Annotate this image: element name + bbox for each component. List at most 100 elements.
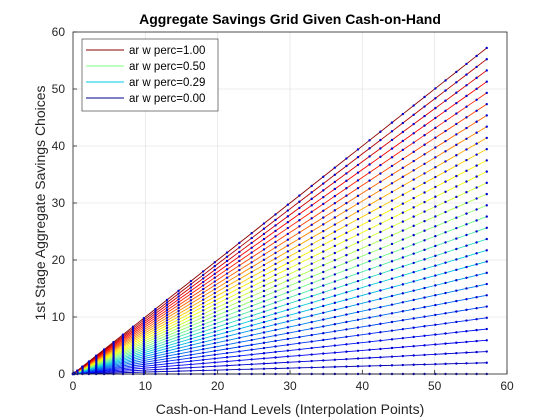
series-point	[345, 358, 347, 360]
series-point	[391, 147, 393, 149]
y-tick-label: 30	[52, 196, 66, 210]
series-point	[368, 284, 370, 286]
series-point	[379, 273, 381, 275]
series-point	[345, 165, 347, 167]
series-point	[226, 289, 228, 291]
series-point	[166, 357, 168, 359]
series-point	[368, 204, 370, 206]
series-point	[486, 103, 488, 105]
series-point	[322, 210, 324, 212]
series-point	[214, 311, 216, 313]
legend-label-1: ar w perc=1.00	[129, 45, 205, 57]
series-point	[455, 321, 457, 323]
series-point	[486, 204, 488, 206]
series-point	[226, 352, 228, 354]
series-point	[434, 255, 436, 257]
series-point	[357, 280, 359, 282]
series-point	[190, 283, 192, 285]
series-point	[423, 153, 425, 155]
series-point	[322, 291, 324, 293]
series-point	[287, 320, 289, 322]
series-point	[391, 295, 393, 297]
series-point	[486, 328, 488, 330]
series-point	[263, 331, 265, 333]
series-point	[322, 264, 324, 266]
series-point	[334, 366, 336, 368]
series-point	[287, 209, 289, 211]
series-point	[311, 256, 313, 258]
series-point	[345, 299, 347, 301]
series-point	[412, 151, 414, 153]
series-point	[263, 305, 265, 307]
series-point	[226, 323, 228, 325]
series-point	[434, 146, 436, 148]
series-point	[154, 355, 156, 357]
series-point	[298, 194, 300, 196]
series-point	[434, 87, 436, 89]
series-point	[177, 307, 179, 309]
series-point	[345, 217, 347, 219]
series-point	[434, 284, 436, 286]
series-point	[412, 206, 414, 208]
series-point	[423, 239, 425, 241]
series-point	[298, 262, 300, 264]
x-tick-label: 10	[139, 379, 153, 393]
series-point	[250, 242, 252, 244]
series-point	[434, 107, 436, 109]
series-point	[455, 300, 457, 302]
series-point	[465, 202, 467, 204]
series-point	[444, 353, 446, 355]
series-point	[190, 344, 192, 346]
series-point	[475, 110, 477, 112]
series-point	[368, 357, 370, 359]
series-point	[298, 330, 300, 332]
series-point	[322, 318, 324, 320]
series-point	[412, 114, 414, 116]
series-point	[238, 359, 240, 361]
series-point	[486, 114, 488, 116]
series-point	[226, 310, 228, 312]
series-point	[345, 313, 347, 315]
series-point	[391, 130, 393, 132]
series-point	[322, 237, 324, 239]
series-point	[238, 355, 240, 357]
series-point	[250, 349, 252, 351]
y-tick-label: 60	[52, 25, 66, 39]
series-point	[334, 344, 336, 346]
series-point	[298, 256, 300, 258]
series-point	[166, 322, 168, 324]
series-point	[486, 238, 488, 240]
series-point	[274, 301, 276, 303]
series-point	[274, 257, 276, 259]
series-point	[357, 187, 359, 189]
series-point	[423, 268, 425, 270]
series-point	[357, 350, 359, 352]
series-point	[214, 346, 216, 348]
series-point	[475, 164, 477, 166]
series-point	[475, 186, 477, 188]
series-point	[345, 194, 347, 196]
series-point	[311, 211, 313, 213]
series-point	[166, 306, 168, 308]
series-point	[322, 359, 324, 361]
series-point	[177, 310, 179, 312]
series-point	[444, 342, 446, 344]
series-point	[423, 230, 425, 232]
series-point	[274, 263, 276, 265]
series-point	[357, 156, 359, 158]
series-point	[412, 160, 414, 162]
series-point	[287, 349, 289, 351]
series-point	[166, 332, 168, 334]
series-point	[444, 110, 446, 112]
series-point	[190, 366, 192, 368]
series-point	[402, 140, 404, 142]
series-point	[250, 281, 252, 283]
series-point	[298, 348, 300, 350]
series-point	[379, 197, 381, 199]
series-point	[238, 260, 240, 262]
series-point	[274, 362, 276, 364]
series-point	[250, 344, 252, 346]
series-point	[190, 280, 192, 282]
series-point	[298, 360, 300, 362]
